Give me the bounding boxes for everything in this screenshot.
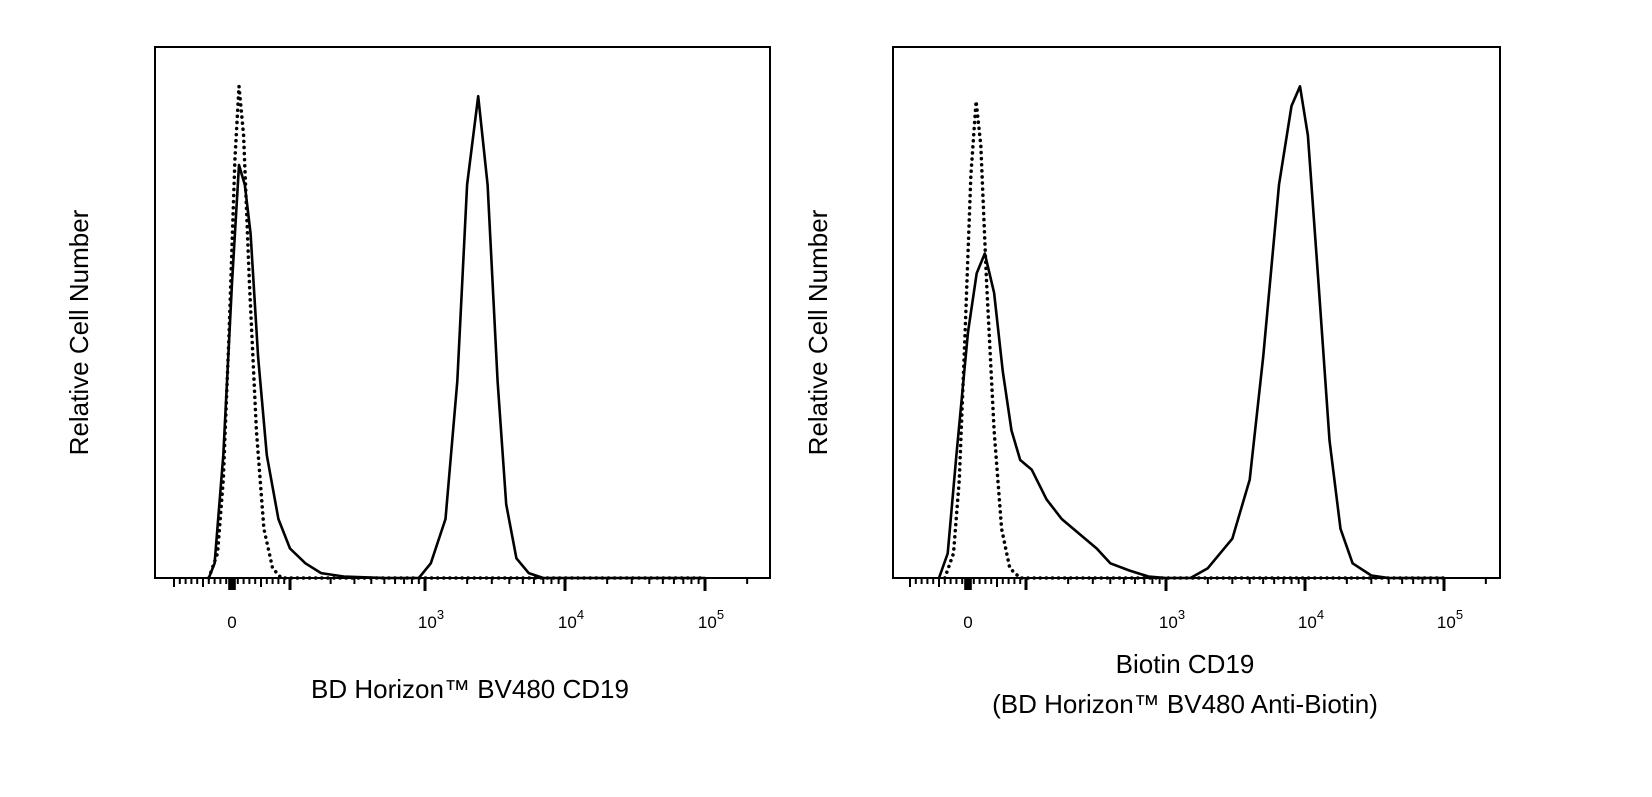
tick-label-base: 10 — [558, 613, 577, 632]
x-axis-ticks — [173, 578, 749, 591]
stained-histogram-solid — [207, 94, 707, 580]
tick-label-exponent: 3 — [1178, 607, 1185, 622]
tick-label-base: 0 — [227, 613, 236, 632]
x-tick-label: 104 — [1298, 607, 1324, 632]
tick-label-base: 10 — [1298, 613, 1317, 632]
y-axis-title: Relative Cell Number — [803, 209, 833, 455]
x-tick-label: 103 — [418, 607, 444, 632]
tick-label-base: 10 — [1159, 613, 1178, 632]
tick-label-exponent: 4 — [1317, 607, 1324, 622]
x-axis-title: Biotin CD19 — [1116, 649, 1255, 679]
tick-label-base: 10 — [1437, 613, 1456, 632]
x-tick-label: 105 — [698, 607, 724, 632]
stained-histogram-solid — [937, 85, 1446, 580]
y-axis-title: Relative Cell Number — [64, 209, 94, 455]
plot-frame — [154, 46, 771, 579]
tick-label-exponent: 4 — [577, 607, 584, 622]
tick-label-base: 0 — [963, 613, 972, 632]
x-axis-title: BD Horizon™ BV480 CD19 — [311, 674, 629, 704]
control-histogram-dotted — [943, 99, 1446, 580]
tick-label-exponent: 5 — [717, 607, 724, 622]
x-tick-label: 0 — [963, 613, 972, 632]
x-axis-ticks — [909, 578, 1487, 591]
control-histogram-dotted — [207, 84, 707, 580]
plot-frame — [892, 46, 1501, 579]
x-tick-label: 104 — [558, 607, 584, 632]
tick-label-base: 10 — [698, 613, 717, 632]
x-tick-label: 105 — [1437, 607, 1463, 632]
tick-label-exponent: 3 — [437, 607, 444, 622]
tick-label-exponent: 5 — [1456, 607, 1463, 622]
tick-label-base: 10 — [418, 613, 437, 632]
x-axis-title: (BD Horizon™ BV480 Anti-Biotin) — [992, 689, 1378, 719]
x-tick-label: 103 — [1159, 607, 1185, 632]
x-tick-label: 0 — [227, 613, 236, 632]
